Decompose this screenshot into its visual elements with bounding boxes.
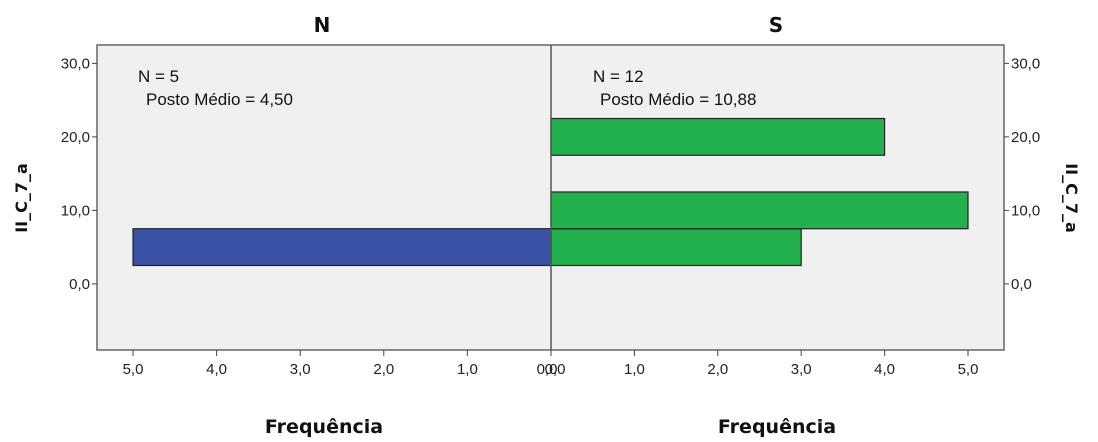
annotation-n-left: N = 5	[138, 67, 179, 86]
x-tick-label-right: 4,0	[874, 361, 895, 378]
bar-s-1	[550, 191, 969, 230]
x-tick-label-right: 0,0	[545, 361, 566, 378]
bar-s-2	[550, 117, 886, 156]
x-tick-label-left: 3,0	[290, 361, 311, 378]
annotation-rank-right: Posto Médio = 10,88	[600, 90, 756, 109]
panel-title-s: S	[769, 13, 783, 37]
annotation-n-right: N = 12	[593, 67, 644, 86]
bar-s-0	[550, 228, 802, 267]
x-tick-label-right: 2,0	[707, 361, 728, 378]
x-axis-title-right: Frequência	[718, 416, 836, 438]
y-tick-label-left: 0,0	[69, 276, 90, 293]
x-tick-label-left: 2,0	[373, 361, 394, 378]
bar-n-0	[132, 228, 552, 267]
annotation-rank-left: Posto Médio = 4,50	[146, 90, 293, 109]
y-tick-label-right: 0,0	[1011, 276, 1032, 293]
y-tick-label-left: 30,0	[61, 55, 90, 72]
y-tick-label-left: 20,0	[61, 129, 90, 146]
x-tick-label-right: 5,0	[958, 361, 979, 378]
x-tick-label-right: 1,0	[624, 361, 645, 378]
x-tick-label-right: 3,0	[791, 361, 812, 378]
panel-title-n: N	[314, 13, 331, 37]
y-tick-label-right: 30,0	[1011, 55, 1040, 72]
x-tick-label-left: 5,0	[123, 361, 144, 378]
x-tick-label-left: 4,0	[206, 361, 227, 378]
x-axis-title-left: Frequência	[265, 416, 383, 438]
x-tick-label-left: 0,0	[537, 361, 558, 378]
y-axis-title-right: II_C_7_a	[1062, 163, 1081, 233]
y-tick-label-left: 10,0	[61, 202, 90, 219]
x-tick-label-left: 1,0	[457, 361, 478, 378]
y-axis-title-left: II_C_7_a	[12, 163, 31, 233]
y-tick-label-right: 20,0	[1011, 129, 1040, 146]
y-tick-label-right: 10,0	[1011, 202, 1040, 219]
